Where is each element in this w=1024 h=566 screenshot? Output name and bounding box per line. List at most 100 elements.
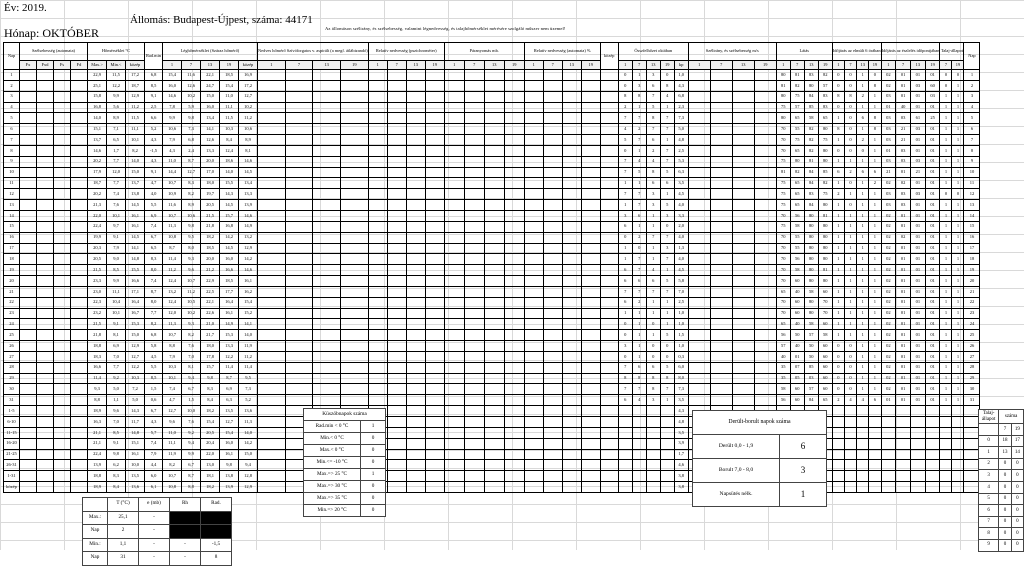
empty-cell [36, 144, 54, 157]
empty-cell [687, 383, 711, 396]
cell-air-7: 8,9 [181, 199, 201, 211]
cell-cloud-mean: 4,8 [673, 416, 689, 428]
empty-cell [503, 307, 525, 320]
cell-wxnow-13: 01 [909, 134, 926, 146]
cell-air-7: 9,4 [181, 437, 201, 450]
cell-nap: 1 [3, 69, 20, 81]
empty-cell [284, 296, 314, 309]
empty-cell [503, 340, 525, 352]
cell-wxpast-7: 0 [843, 350, 858, 363]
empty-cell [580, 275, 601, 287]
empty-cell [70, 426, 88, 439]
cell-wxpast-1: 0 [831, 79, 845, 92]
cell-soil-7: 1 [939, 199, 953, 211]
cell-soil-7: 1 [939, 155, 953, 168]
cell-vis-13: 50 [803, 340, 819, 352]
extremes-row: Nap 2- [82, 524, 232, 539]
empty-cell [386, 372, 407, 385]
empty-cell [257, 123, 286, 136]
cell-cloud-13: 7 [645, 231, 661, 244]
empty-cell [483, 123, 505, 136]
empty-cell [503, 264, 525, 277]
empty-cell [70, 69, 88, 81]
cell-soil-19: 0 [951, 188, 965, 201]
table-row: 25 21,8 8,1 15,0 6,8 10,7 8,2 21,7 15,3 14,0 0 1 1 5 1… [3, 329, 981, 342]
empty-cell [542, 383, 563, 396]
threshold-value: 0 [360, 504, 386, 517]
empty-cell [599, 112, 619, 125]
empty-cell [483, 426, 505, 439]
sub-vis-19: 19 [817, 60, 833, 70]
cell-air-13: 18,0 [200, 177, 220, 190]
empty-cell [523, 340, 544, 352]
cell-wxnow-19: 60 [924, 79, 941, 92]
empty-cell [542, 199, 563, 211]
empty-cell [523, 372, 544, 385]
table-row: 12 20,2 7,4 13,8 4,0 10,9 8,2 19,7 14,3 13,3 7 7 3 1 4… [3, 188, 981, 201]
empty-cell [53, 307, 71, 320]
extremes-col-header: Rh [169, 497, 201, 512]
cell-nap: 12 [3, 188, 20, 201]
empty-cell [36, 296, 54, 309]
soil-state: 9 [977, 538, 1000, 552]
empty-cell [731, 69, 755, 81]
cell-cloud-1: 7 [617, 166, 633, 179]
empty-cell [443, 166, 465, 179]
cell-temp-mean: 18,7 [125, 79, 145, 92]
cell-vis-13: 81 [803, 155, 819, 168]
cell-soil-7: 1 [939, 329, 953, 342]
empty-cell [312, 361, 342, 374]
empty-cell [687, 166, 711, 179]
empty-cell [561, 264, 582, 277]
sub-vap-13: 13 [483, 60, 505, 70]
cell-air-1: 8,2 [162, 459, 182, 472]
empty-cell [868, 405, 882, 417]
empty-cell [70, 220, 88, 233]
empty-cell [523, 144, 544, 157]
cell-vis-7: 82 [789, 79, 805, 92]
cell-wxpast-1: 1 [831, 242, 845, 255]
cell-wxpast-7: 2 [843, 166, 858, 179]
cell-wxnow-13: 01 [909, 275, 926, 287]
empty-cell [709, 144, 733, 157]
cell-air-1: 11,6 [162, 199, 182, 211]
empty-cell [257, 448, 286, 461]
empty-cell [561, 199, 582, 211]
empty-cell [405, 383, 426, 396]
cell-vis-13: 50 [803, 350, 819, 363]
empty-cell [405, 199, 426, 211]
cell-wxpast-1: 1 [831, 285, 845, 298]
cell-cloud-7: 1 [631, 307, 647, 320]
cell-wxpast-7: 0 [843, 340, 858, 352]
cell-air-1: 11,3 [162, 318, 182, 331]
cell-vis-19: 65 [817, 394, 833, 407]
station-label: Állomás: Budapest-Újpest, száma: 44171 [130, 14, 313, 26]
cell-vis-1: 75 [775, 101, 791, 114]
cell-wxpast-19: 1 [868, 296, 882, 309]
cell-cloud-13: 6 [645, 134, 661, 146]
cell-wxpast-1: 6 [831, 166, 845, 179]
cell-air-13: 20,5 [200, 426, 220, 439]
soil-count-19: 0 [1010, 480, 1024, 494]
cell-wxpast-7: 0 [843, 361, 858, 374]
cell-wxpast-19: 1 [868, 253, 882, 266]
empty-cell [19, 416, 37, 428]
empty-cell [257, 416, 286, 428]
cell-soil-19: 1 [951, 329, 965, 342]
sub-air-19: 19 [219, 60, 239, 70]
cell-nap-end: 5 [963, 112, 981, 125]
empty-cell [53, 296, 71, 309]
cell-temp-min: 7,1 [106, 123, 126, 136]
cell-cloud-19: 5 [659, 275, 675, 287]
threshold-header-row: Küszöbnapok száma [303, 408, 386, 421]
cell-temp-min: 5,0 [106, 383, 126, 396]
cell-wxpast-13: 1 [856, 253, 870, 266]
empty-cell [424, 416, 445, 428]
cell-wxpast-19: 1 [868, 372, 882, 385]
empty-cell [503, 296, 525, 309]
empty-cell [443, 188, 465, 201]
cell-nap: 14 [3, 209, 20, 222]
cell-vis-19: 70 [817, 307, 833, 320]
empty-cell [599, 405, 619, 417]
empty-cell [731, 166, 755, 179]
